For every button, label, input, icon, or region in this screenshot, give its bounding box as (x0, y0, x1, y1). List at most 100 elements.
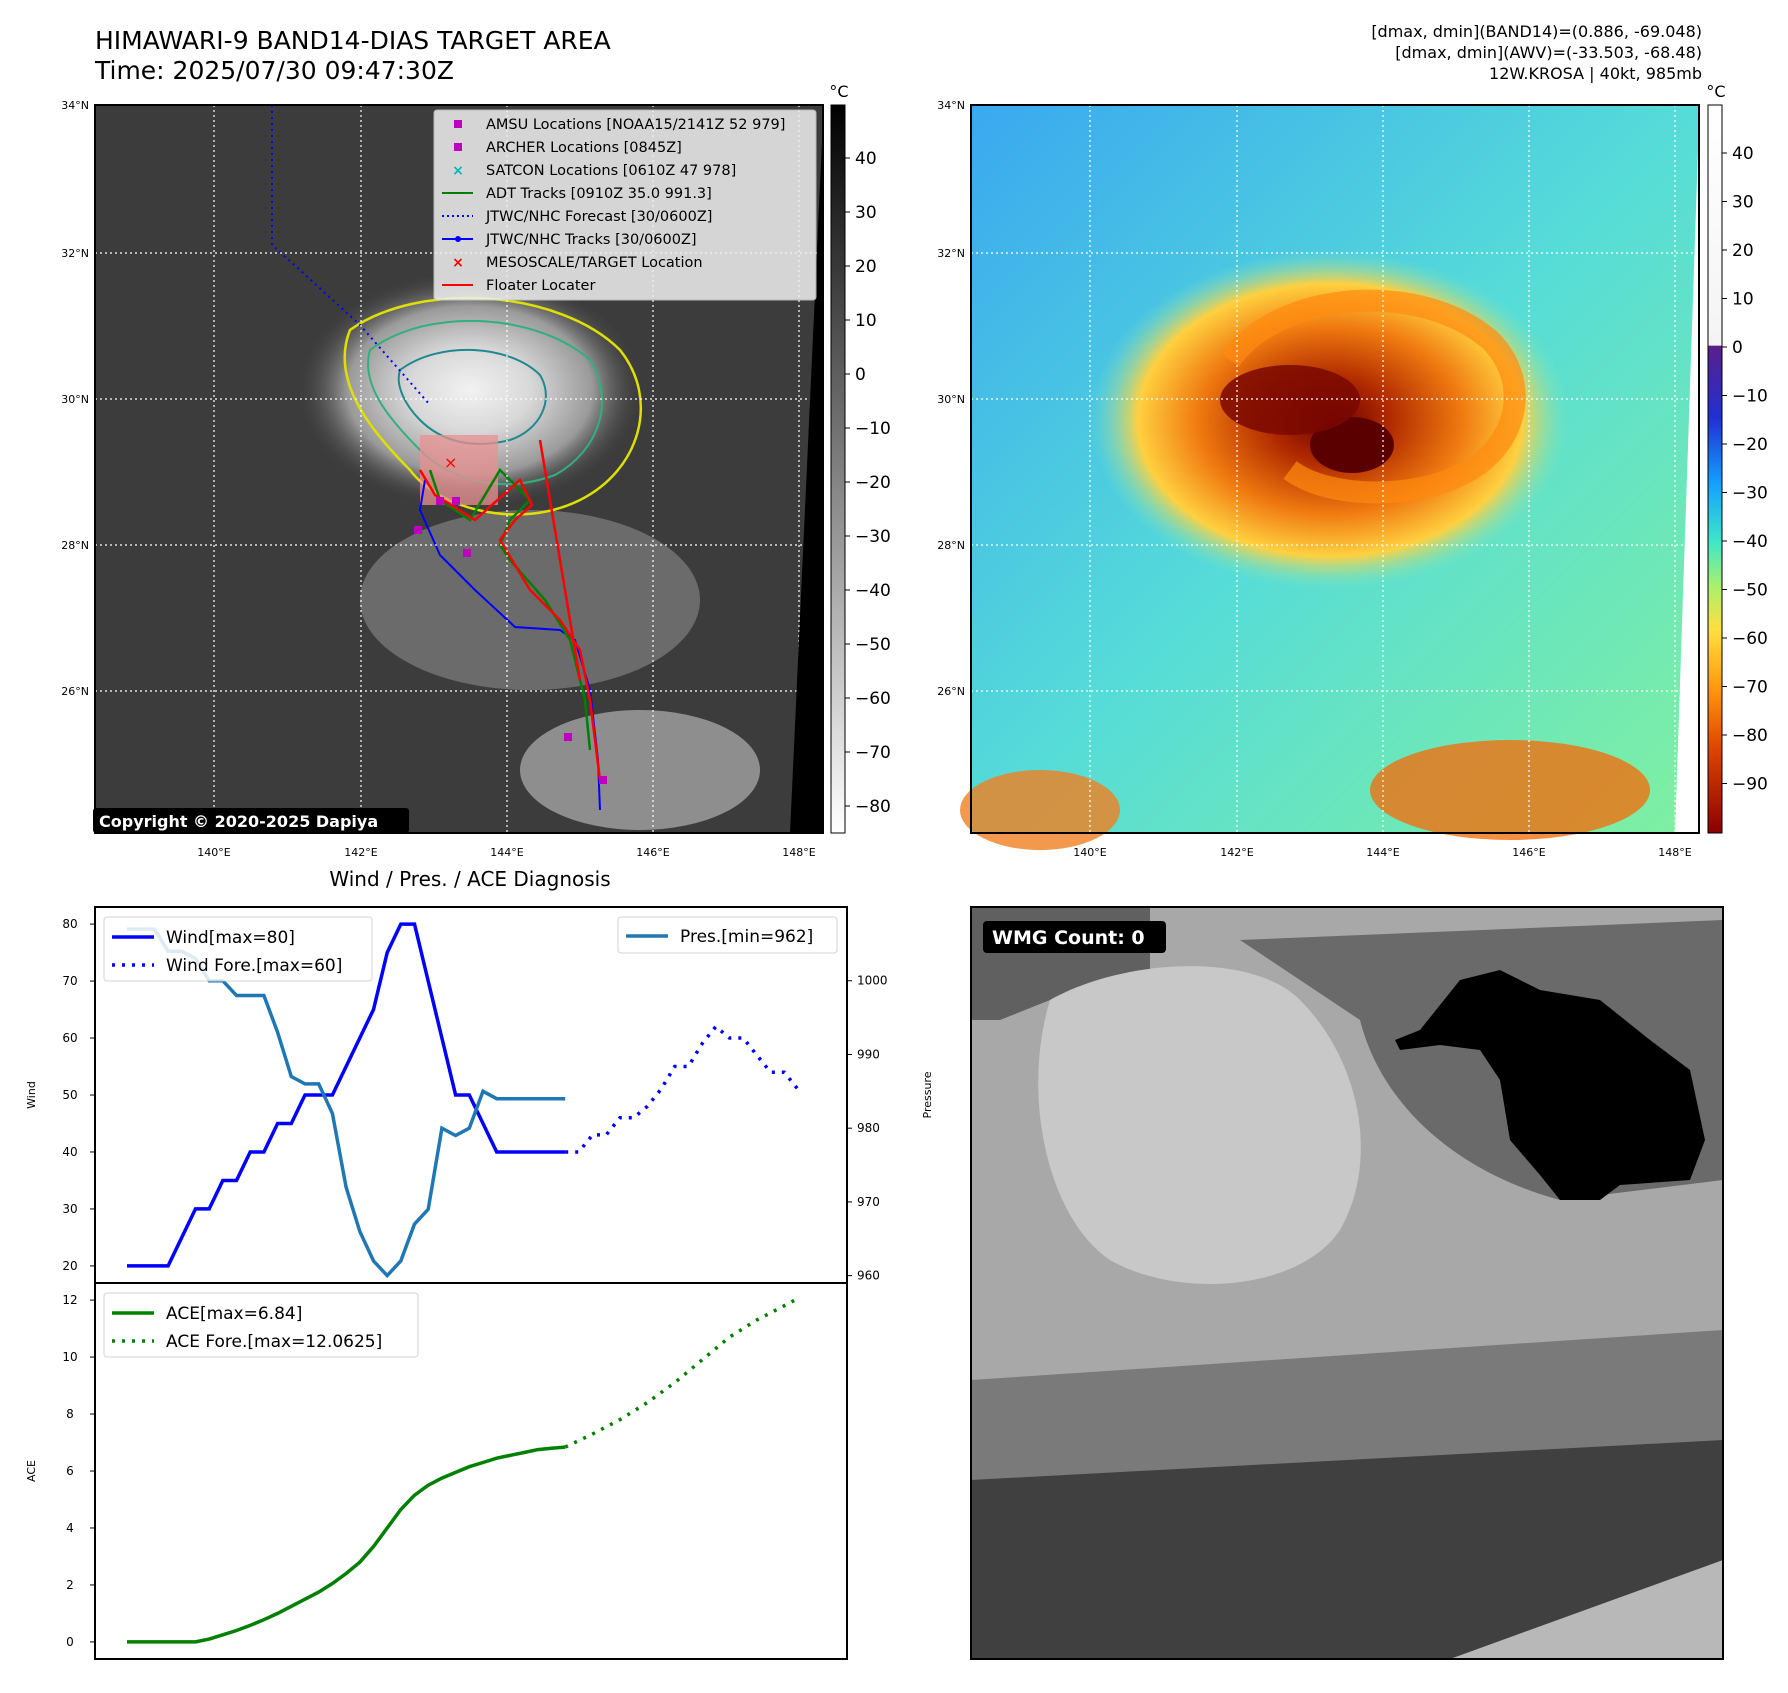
amsu-archer-markers (414, 497, 607, 784)
wmg-count-label: WMG Count: 0 (992, 927, 1145, 949)
pressure-legend-box (617, 916, 838, 954)
lat-tick-label: 28°N (61, 539, 89, 552)
ace-tick-label: 12 (62, 1293, 77, 1307)
colorbar-tick-label: 0 (855, 365, 866, 385)
colorbar-tick-label: −50 (1732, 581, 1768, 601)
lon-tick-label: 140°E (1073, 846, 1106, 859)
wind-tick-label: 30 (62, 1202, 77, 1216)
colorbar-tick-label: 30 (1732, 193, 1754, 213)
lat-tick-label: 34°N (61, 99, 89, 112)
lon-tick-label: 142°E (344, 846, 377, 859)
awv-lon-ticks: 140°E 142°E 144°E 146°E 148°E (1073, 846, 1691, 859)
legend-marker: × (452, 255, 464, 271)
diagnosis-chart: Wind / Pres. / ACE Diagnosis 20304050607… (25, 867, 934, 1660)
legend-label: MESOSCALE/TARGET Location (486, 255, 703, 271)
legend-label: AMSU Locations [NOAA15/2141Z 52 979] (486, 117, 785, 133)
ir-storm-cloud (295, 270, 645, 510)
awv-colorbar-ticks: 40 30 20 10 0 −10 −20 −30 −40 −50 −60 −70 −80 −90 (1722, 144, 1768, 795)
ir-frame (94, 104, 824, 834)
pressure-tick-label: 1000 (857, 974, 888, 988)
legend-label: Wind[max=80] (166, 928, 295, 948)
colorbar-tick-label: −30 (855, 527, 891, 547)
colorbar-tick-label: 10 (855, 311, 877, 331)
series-line (565, 1024, 800, 1154)
colorbar-tick-label: −60 (855, 689, 891, 709)
legend-label: SATCON Locations [0610Z 47 978] (486, 163, 736, 179)
ir-panel: × AMSU Locations [NOAA15/2141Z 52 979] AR… (61, 82, 891, 859)
ace-tick-label: 2 (66, 1578, 74, 1592)
ace-tick-label: 8 (66, 1407, 74, 1421)
legend-label: Pres.[min=962] (680, 927, 813, 947)
ace-legend-box (103, 1292, 419, 1358)
lon-tick-label: 148°E (1658, 846, 1691, 859)
legend-marker-dot (455, 236, 461, 242)
pressure-tick-label: 980 (857, 1121, 880, 1135)
wmg-panel: WMG Count: 0 (970, 906, 1724, 1660)
ir-colorbar-unit: °C (829, 82, 848, 101)
legend-label: Wind Fore.[max=60] (166, 956, 342, 976)
pressure-tick-label: 960 (857, 1269, 880, 1283)
colorbar-tick-label: 20 (855, 257, 877, 277)
legend-label: ACE[max=6.84] (166, 1304, 302, 1324)
wmg-count-box (983, 921, 1166, 953)
legend-marker: × (452, 163, 464, 179)
awv-colorbar (1707, 104, 1723, 834)
ace-plot: 0 2 4 6 8 10 12 ACE[max=6.84] ACE Fore.[max=12.0… (62, 1292, 799, 1649)
ir-legend-box (433, 109, 817, 301)
figure-title: HIMAWARI-9 BAND14-DIAS TARGET AREA (95, 26, 611, 55)
lon-tick-label: 148°E (782, 846, 815, 859)
series-line (127, 1445, 566, 1644)
jtwc-forecast-track (271, 105, 431, 406)
colorbar-tick-label: 40 (1732, 144, 1754, 164)
band14-range: [dmax, dmin](BAND14)=(0.886, -69.048) (1371, 22, 1702, 41)
pressure-axis-label: Pressure (921, 1071, 934, 1118)
colorbar-tick-label: −30 (1732, 484, 1768, 504)
ir-contour-green (367, 319, 604, 486)
awv-nodata-wedge (1675, 120, 1699, 833)
colorbar-tick-label: −20 (1732, 435, 1768, 455)
awv-range: [dmax, dmin](AWV)=(-33.503, -68.48) (1395, 43, 1702, 62)
pressure-tick-label: 990 (857, 1047, 880, 1061)
ir-lat-ticks: 34°N 32°N 30°N 28°N 26°N (61, 99, 89, 698)
lon-tick-label: 144°E (490, 846, 523, 859)
colorbar-tick-label: −70 (855, 743, 891, 763)
legend-label: JTWC/NHC Forecast [30/0600Z] (485, 209, 712, 225)
colorbar-tick-label: −50 (855, 635, 891, 655)
series-line (127, 922, 566, 1268)
lat-tick-label: 32°N (61, 247, 89, 260)
ace-tick-label: 6 (66, 1464, 74, 1478)
awv-colorbar-unit: °C (1706, 82, 1725, 101)
ace-tick-label: 0 (66, 1635, 74, 1649)
ir-legend: AMSU Locations [NOAA15/2141Z 52 979] ARCH… (442, 117, 785, 294)
legend-label: Floater Locater (486, 278, 595, 294)
wind-tick-label: 50 (62, 1088, 77, 1102)
wmg-eye-region (1395, 970, 1705, 1200)
wind-pres-plot: 20 30 40 50 60 70 80 960 970 980 990 1000 Wind[max=8… (62, 916, 888, 1283)
lon-tick-label: 144°E (1366, 846, 1399, 859)
legend-label: JTWC/NHC Tracks [30/0600Z] (485, 232, 697, 248)
wind-tick-label: 80 (62, 917, 77, 931)
legend-marker (454, 143, 462, 151)
legend-label: ACE Fore.[max=12.0625] (166, 1332, 382, 1352)
lon-tick-label: 146°E (1512, 846, 1545, 859)
awv-southern-cloud (960, 770, 1120, 850)
colorbar-tick-label: −10 (1732, 387, 1768, 407)
colorbar-tick-label: −20 (855, 473, 891, 493)
awv-frame (970, 104, 1700, 834)
wmg-light-region (1038, 966, 1361, 1284)
wind-tick-label: 20 (62, 1259, 77, 1273)
ir-colorbar-ticks: 40 30 20 10 0 −10 −20 −30 −40 −50 −60 −70 −80 (845, 149, 891, 817)
legend-marker (454, 120, 462, 128)
colorbar-tick-label: 30 (855, 203, 877, 223)
lon-tick-label: 146°E (636, 846, 669, 859)
wmg-frame (970, 906, 1724, 1660)
diagnosis-title: Wind / Pres. / ACE Diagnosis (329, 867, 610, 891)
ir-lon-ticks: 140°E 142°E 144°E 146°E 148°E (197, 846, 815, 859)
ir-contour-teal (397, 348, 547, 445)
wind-legend-box (103, 916, 373, 982)
awv-southeast-cloud (1370, 740, 1650, 840)
awv-cold-core (1310, 417, 1394, 473)
lat-tick-label: 34°N (937, 99, 965, 112)
awv-cold-region (1220, 365, 1360, 435)
colorbar-tick-label: 0 (1732, 338, 1743, 358)
